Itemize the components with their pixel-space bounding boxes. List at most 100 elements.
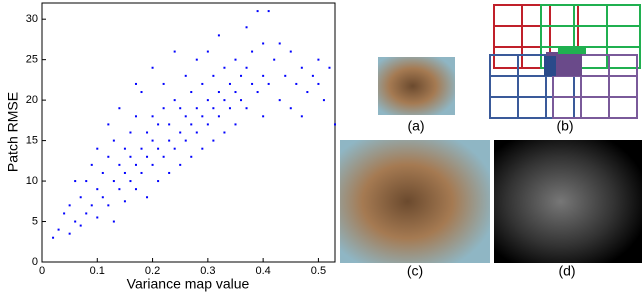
point [262, 75, 264, 77]
point [284, 75, 286, 77]
point [179, 107, 181, 109]
point [102, 196, 104, 198]
y-tick-label: 30 [26, 13, 38, 25]
x-tick-label: 0.3 [200, 265, 215, 277]
y-tick-label: 25 [26, 54, 38, 66]
point [113, 221, 115, 223]
point [135, 83, 137, 85]
panel-label: (d) [558, 263, 575, 279]
point [257, 10, 259, 12]
x-tick-label: 0.2 [145, 265, 160, 277]
plot-frame [42, 3, 335, 262]
point [334, 123, 336, 125]
point [80, 196, 82, 198]
point [96, 216, 98, 218]
point [268, 10, 270, 12]
point [301, 67, 303, 69]
y-tick-label: 15 [26, 135, 38, 147]
point [58, 229, 60, 231]
point [141, 148, 143, 150]
point [301, 115, 303, 117]
point [118, 107, 120, 109]
point [190, 156, 192, 158]
point [234, 91, 236, 93]
point [223, 67, 225, 69]
y-tick-label: 0 [32, 256, 38, 268]
point [196, 59, 198, 61]
point [196, 132, 198, 134]
point [279, 42, 281, 44]
point [246, 26, 248, 28]
point [179, 164, 181, 166]
point [118, 188, 120, 190]
point [179, 132, 181, 134]
point [207, 51, 209, 53]
point [207, 99, 209, 101]
point [257, 91, 259, 93]
point [102, 172, 104, 174]
y-axis-label: Patch RMSE [5, 92, 21, 172]
point [328, 67, 330, 69]
point [268, 83, 270, 85]
figure: Patch RMSE Variance map value (a) (b) (c… [0, 0, 642, 296]
point [223, 99, 225, 101]
point [218, 34, 220, 36]
point [212, 107, 214, 109]
point [135, 115, 137, 117]
point [201, 83, 203, 85]
point [69, 233, 71, 235]
point [141, 172, 143, 174]
point [152, 115, 154, 117]
point [323, 99, 325, 101]
point [273, 59, 275, 61]
point [74, 221, 76, 223]
point [312, 75, 314, 77]
point [168, 172, 170, 174]
point [157, 180, 159, 182]
point [152, 140, 154, 142]
point [107, 156, 109, 158]
point [290, 51, 292, 53]
point [118, 164, 120, 166]
y-tick-label: 20 [26, 94, 38, 106]
point [52, 237, 54, 239]
point [152, 67, 154, 69]
point [185, 140, 187, 142]
panel-label: (c) [407, 263, 423, 279]
point [163, 83, 165, 85]
point [246, 67, 248, 69]
point [185, 75, 187, 77]
y-tick-label: 5 [32, 215, 38, 227]
point [234, 123, 236, 125]
point [135, 164, 137, 166]
x-axis-label: Variance map value [127, 276, 250, 292]
x-tick-label: 0.1 [90, 265, 105, 277]
point [190, 123, 192, 125]
point [124, 172, 126, 174]
point [207, 123, 209, 125]
point [223, 132, 225, 134]
point [246, 107, 248, 109]
point [63, 212, 65, 214]
point [146, 196, 148, 198]
point [240, 75, 242, 77]
y-tick-label: 10 [26, 175, 38, 187]
point [196, 107, 198, 109]
point [107, 123, 109, 125]
point [96, 188, 98, 190]
point [218, 91, 220, 93]
point [279, 99, 281, 101]
point [146, 132, 148, 134]
point [74, 180, 76, 182]
point [135, 188, 137, 190]
point [129, 156, 131, 158]
point [317, 83, 319, 85]
image-a [378, 57, 455, 115]
point [290, 107, 292, 109]
point [262, 42, 264, 44]
point [212, 140, 214, 142]
image-d [494, 140, 642, 263]
point [157, 123, 159, 125]
point [85, 180, 87, 182]
panel-label: (b) [556, 118, 573, 134]
